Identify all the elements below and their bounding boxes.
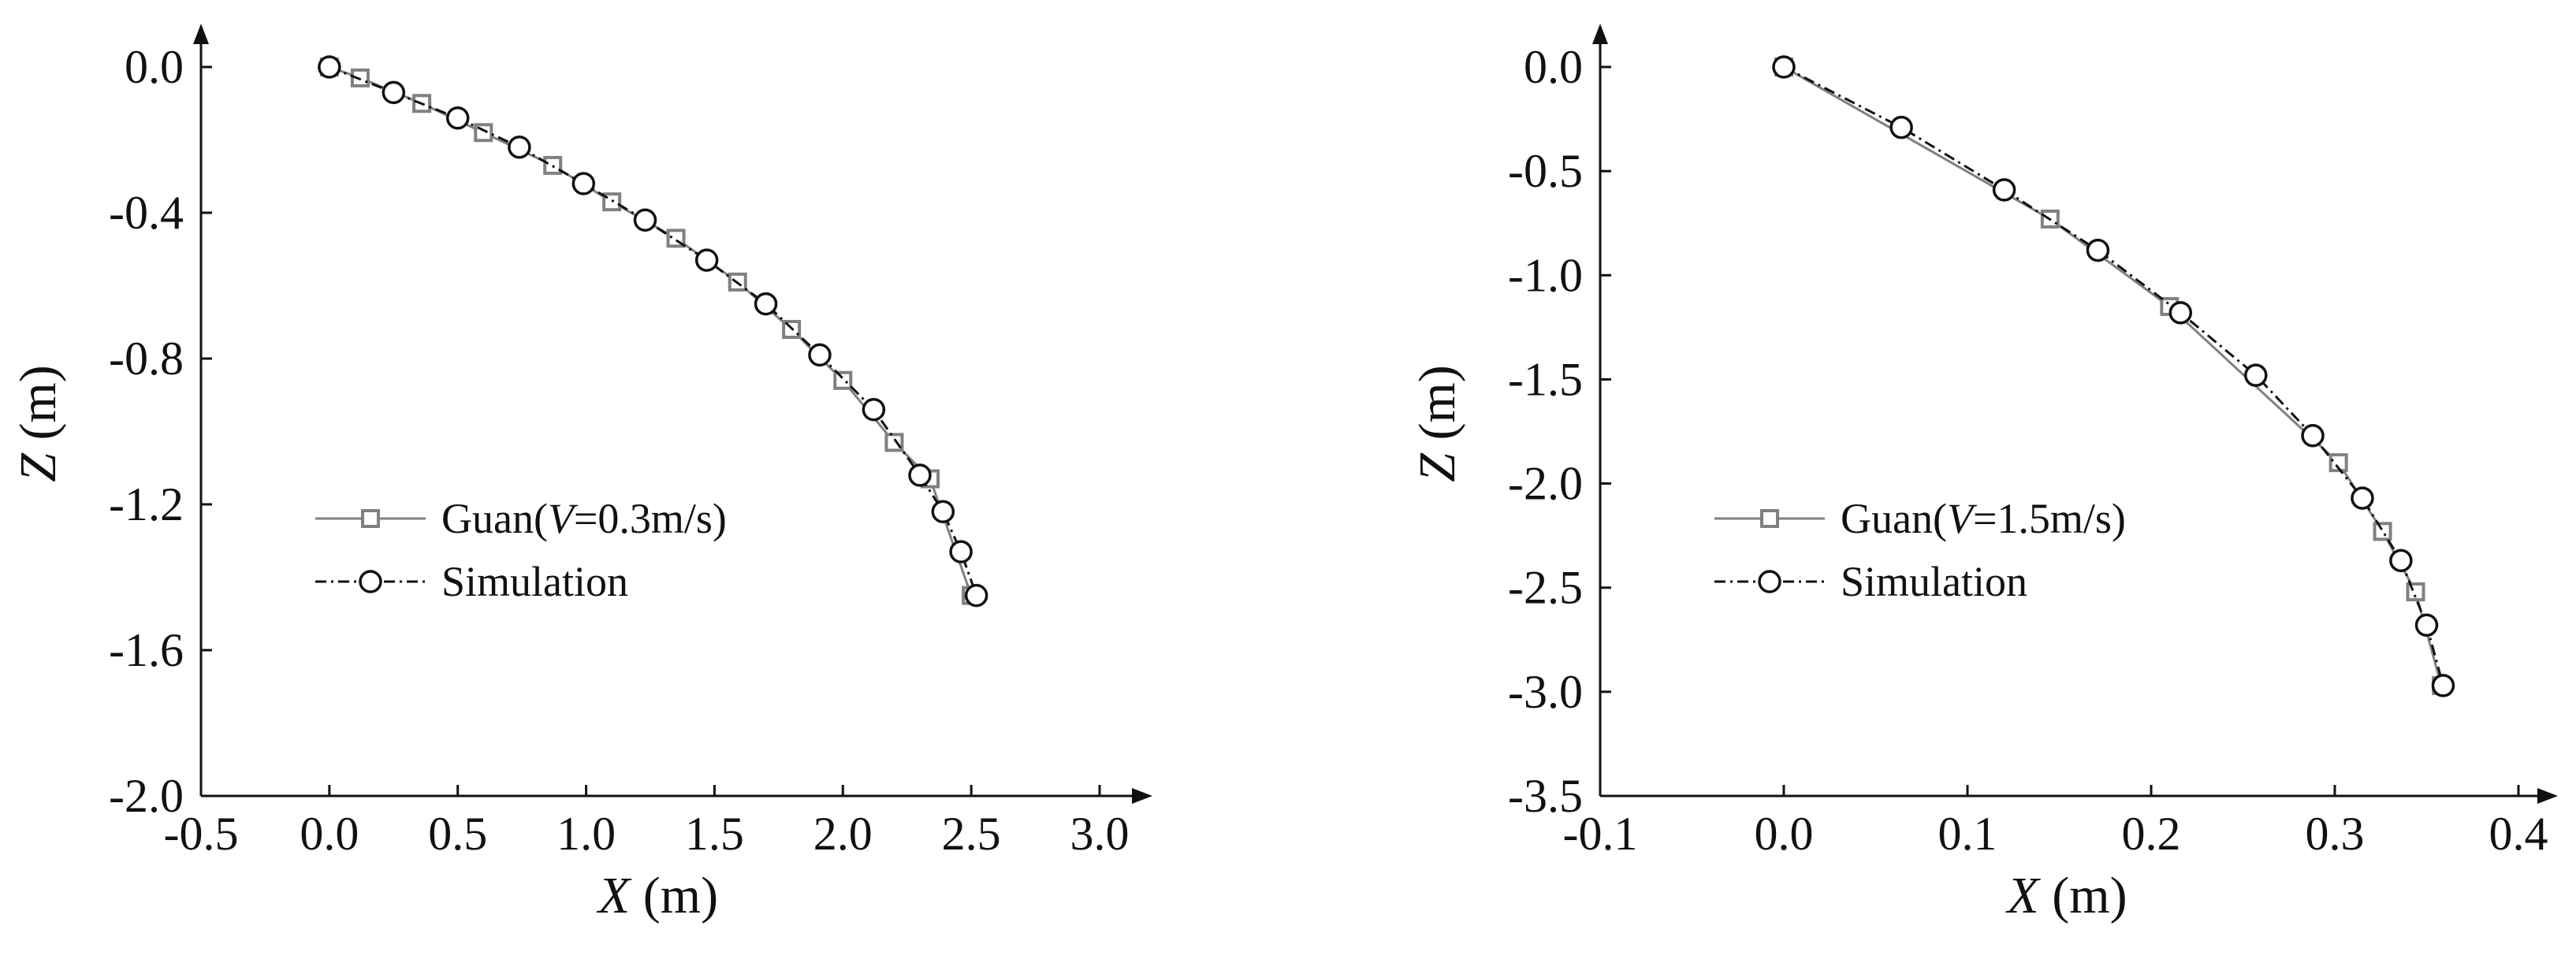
data-point — [862, 398, 886, 422]
x-tick-label: 0.0 — [300, 808, 359, 860]
data-point — [949, 540, 973, 563]
x-axis-title: X (m) — [2005, 867, 2127, 924]
y-tick-label: -2.5 — [1508, 562, 1583, 614]
x-tick-label: 2.5 — [942, 808, 1001, 860]
y-tick-label: -0.5 — [1508, 145, 1583, 197]
data-point — [2244, 363, 2268, 387]
y-tick-label: 0.0 — [1524, 41, 1583, 93]
x-axis-title-unit: (m) — [630, 867, 718, 924]
data-point — [318, 55, 341, 79]
x-tick-label: 3.0 — [1070, 808, 1130, 860]
y-tick-label: -1.6 — [109, 624, 184, 676]
y-tick-label: -0.8 — [109, 333, 184, 385]
y-tick-label: -0.4 — [109, 187, 184, 239]
x-tick-label: 0.0 — [1755, 808, 1814, 860]
legend-marker — [1760, 509, 1779, 528]
data-point — [543, 155, 563, 175]
data-point — [833, 370, 853, 390]
x-axis-title-symbol: X — [2005, 867, 2041, 924]
legend-entry-2: Simulation — [315, 558, 628, 605]
data-point — [602, 192, 622, 212]
x-tick-label: 0.1 — [1938, 808, 1997, 860]
data-point — [694, 248, 719, 272]
data-point — [754, 292, 778, 316]
chart-panel-1: -0.5 0.0 0.5 1.0 1.5 2.0 2.5 3.0 0.0 -0.4 -0.8 -1.2… — [9, 24, 1152, 924]
data-point — [2328, 453, 2348, 473]
y-axis-title: Z (m) — [1409, 365, 1466, 482]
x-axis-title-symbol: X — [596, 867, 632, 924]
legend-marker — [1758, 570, 1781, 593]
data-point — [931, 500, 955, 523]
legend-marker — [359, 570, 382, 593]
x-axis-arrow — [2537, 788, 2558, 804]
x-tick-label: -0.1 — [1563, 808, 1638, 860]
data-point — [2086, 238, 2110, 262]
x-tick-label: 1.5 — [685, 808, 744, 860]
legend-label: Simulation — [1841, 558, 2027, 605]
data-point — [2373, 522, 2392, 541]
chart-panel-2: -0.1 0.0 0.1 0.2 0.3 0.4 0.0 -0.5 -1.0 -1.5 -2.0 -2… — [1409, 24, 2558, 924]
data-point — [350, 68, 370, 87]
data-point — [964, 583, 988, 608]
data-point — [1992, 178, 2016, 202]
y-tick-label: -1.0 — [1508, 249, 1583, 301]
y-axis-title-unit: (m) — [9, 365, 67, 453]
data-point — [445, 106, 470, 130]
y-tick-label: -1.5 — [1508, 353, 1583, 405]
data-point — [2351, 486, 2374, 510]
y-tick-label: 0.0 — [125, 41, 184, 93]
series-2 — [1772, 55, 2455, 697]
y-axis-arrow — [1592, 24, 1608, 44]
x-tick-label: 0.2 — [2122, 808, 2181, 860]
x-tick-label: 0.3 — [2306, 808, 2365, 860]
y-axis-title-unit: (m) — [1409, 365, 1466, 453]
data-point — [2389, 548, 2413, 573]
y-tick-label: -3.0 — [1508, 666, 1583, 718]
data-point — [1772, 55, 1796, 79]
legend-label: Simulation — [441, 558, 628, 605]
x-axis-arrow — [1132, 788, 1152, 804]
data-point — [571, 172, 596, 195]
data-point — [2301, 424, 2325, 448]
x-tick-label: 0.4 — [2489, 808, 2548, 860]
data-point — [633, 208, 657, 232]
y-axis-title-symbol: Z — [1409, 452, 1466, 482]
data-point — [2431, 674, 2455, 697]
y-axis-title: Z (m) — [9, 365, 67, 482]
x-tick-label: 0.5 — [428, 808, 487, 860]
data-point — [908, 463, 932, 487]
y-tick-label: -2.0 — [1508, 458, 1583, 510]
x-tick-label: -0.5 — [164, 808, 239, 860]
legend-entry-1: Guan(V=1.5m/s) — [1714, 495, 2126, 542]
x-tick-label: 1.0 — [557, 808, 616, 860]
data-point — [808, 343, 832, 367]
legend-label: Guan(V=0.3m/s) — [441, 495, 727, 542]
data-point — [382, 80, 406, 105]
series-line — [329, 65, 978, 597]
legend-entry-1: Guan(V=0.3m/s) — [315, 495, 727, 542]
y-axis-arrow — [193, 24, 209, 44]
y-axis-title-symbol: Z — [9, 452, 67, 482]
y-tick-label: -2.0 — [109, 770, 184, 822]
x-axis-title-unit: (m) — [2039, 867, 2127, 924]
y-tick-label: -3.5 — [1508, 770, 1583, 822]
legend-marker — [361, 509, 380, 528]
y-tick-label: -1.2 — [109, 478, 184, 530]
data-point — [2168, 301, 2193, 325]
data-point — [1889, 115, 1913, 139]
legend-entry-2: Simulation — [1714, 558, 2027, 605]
x-axis-title: X (m) — [596, 867, 718, 924]
legend-label: Guan(V=1.5m/s) — [1841, 495, 2126, 542]
series-2 — [318, 55, 988, 608]
x-tick-label: 2.0 — [813, 808, 873, 860]
data-point — [508, 136, 531, 159]
data-point — [2414, 613, 2439, 638]
